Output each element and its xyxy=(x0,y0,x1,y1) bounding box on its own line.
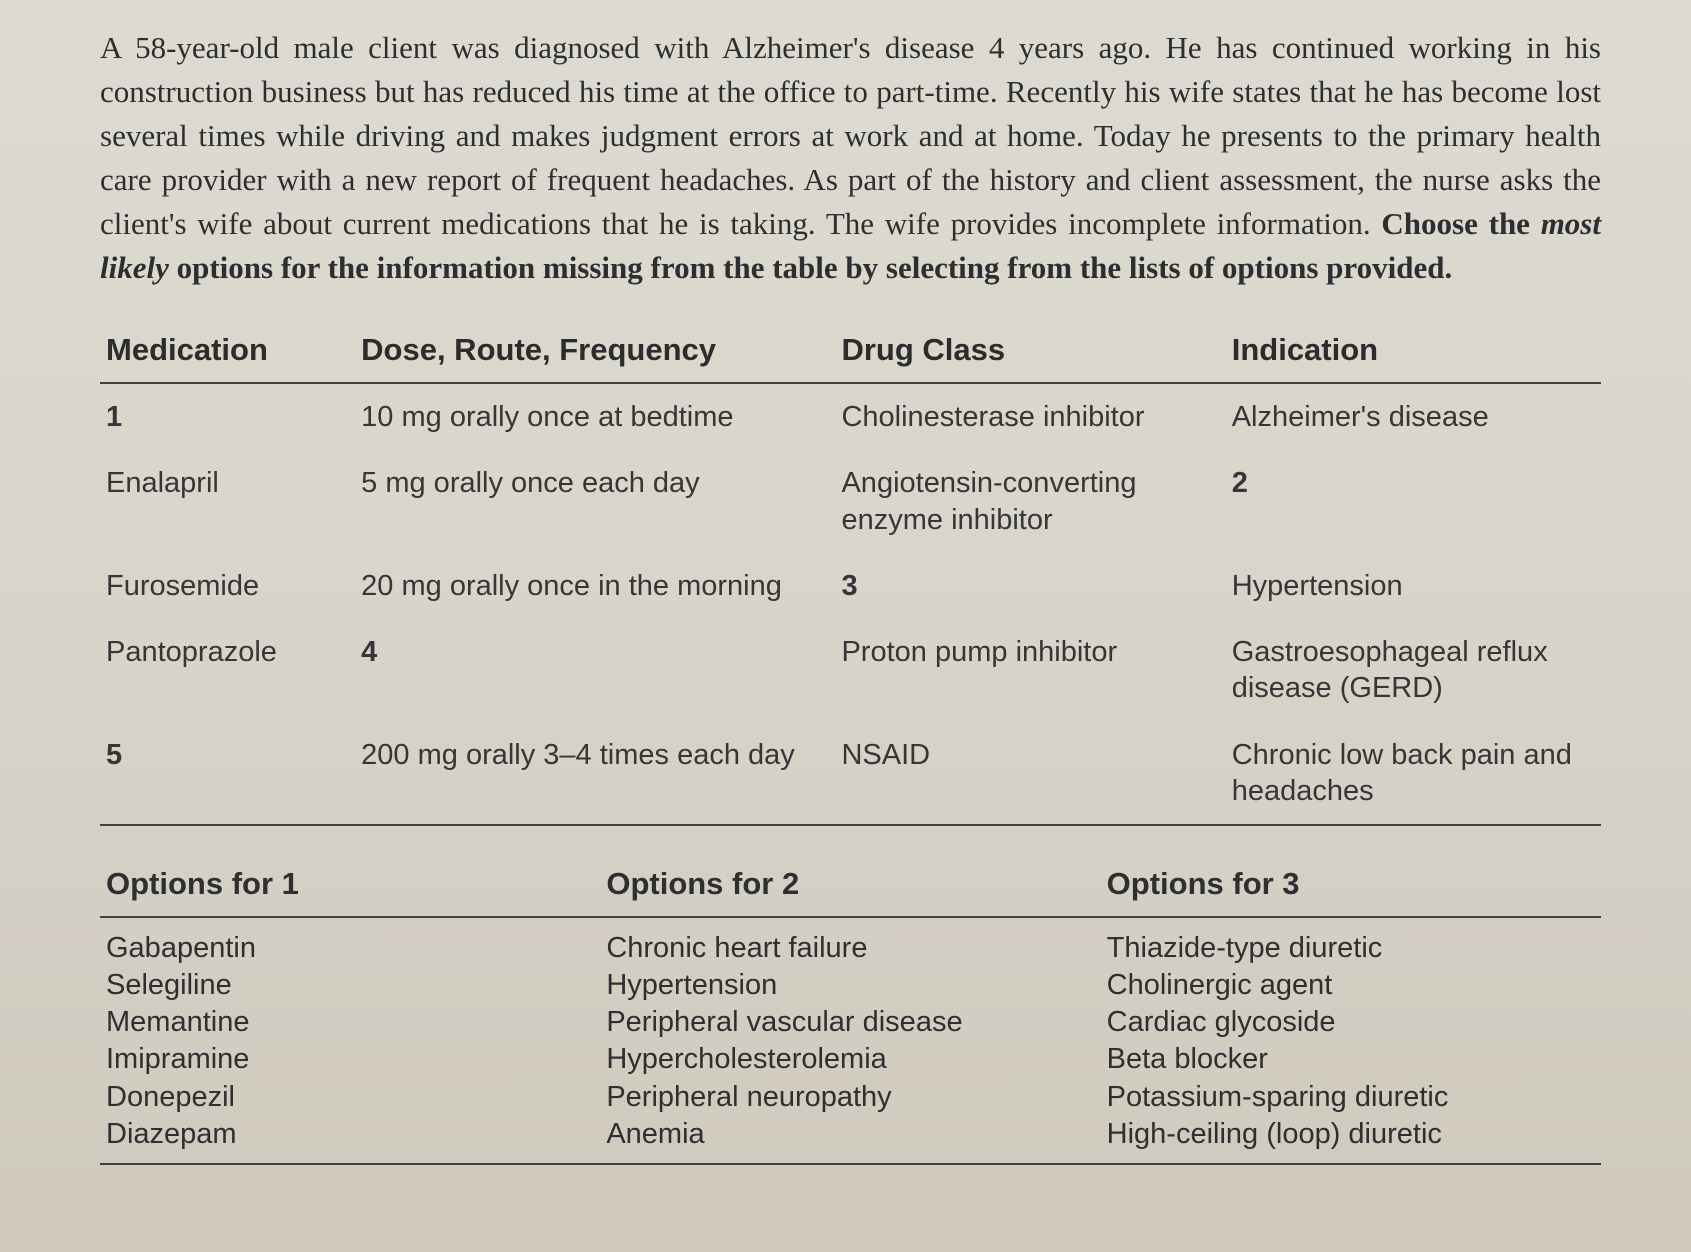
options-row: Gabapentin Selegiline Memantine Imiprami… xyxy=(100,917,1601,1164)
table-row: 1 10 mg orally once at bedtime Cholinest… xyxy=(100,383,1601,450)
blank-3: 3 xyxy=(841,570,857,602)
cell-dose: 10 mg orally once at bedtime xyxy=(355,383,835,450)
table-row: 5 200 mg orally 3–4 times each day NSAID… xyxy=(100,722,1601,826)
list-item: Beta blocker xyxy=(1107,1041,1591,1078)
cell-indication: Hypertension xyxy=(1226,553,1601,619)
list-item: Cardiac glycoside xyxy=(1107,1004,1591,1041)
scenario-paragraph: A 58-year-old male client was diagnosed … xyxy=(100,26,1601,290)
table-row: Enalapril 5 mg orally once each day Angi… xyxy=(100,450,1601,553)
header-options-1: Options for 1 xyxy=(100,856,600,917)
list-item: Memantine xyxy=(106,1004,590,1041)
list-item: Thiazide-type diuretic xyxy=(1107,930,1591,967)
cell-medication: Enalapril xyxy=(100,450,355,553)
blank-2: 2 xyxy=(1232,467,1248,499)
header-options-2: Options for 2 xyxy=(600,856,1100,917)
cell-dose: 5 mg orally once each day xyxy=(355,450,835,553)
cell-class: Proton pump inhibitor xyxy=(835,619,1225,722)
cell-indication: Alzheimer's disease xyxy=(1226,383,1601,450)
scenario-bold-tail: options for the information missing from… xyxy=(169,250,1452,285)
list-item: Chronic heart failure xyxy=(606,930,1090,967)
scenario-text: A 58-year-old male client was diagnosed … xyxy=(100,30,1601,241)
options-table: Options for 1 Options for 2 Options for … xyxy=(100,856,1601,1165)
header-dose: Dose, Route, Frequency xyxy=(355,318,835,383)
page: A 58-year-old male client was diagnosed … xyxy=(0,0,1691,1252)
list-item: Potassium-sparing diuretic xyxy=(1107,1079,1591,1116)
cell-medication: Furosemide xyxy=(100,553,355,619)
cell-indication: Chronic low back pain and headaches xyxy=(1226,722,1601,826)
header-drug-class: Drug Class xyxy=(835,318,1225,383)
table-row: Pantoprazole 4 Proton pump inhibitor Gas… xyxy=(100,619,1601,722)
list-item: Diazepam xyxy=(106,1116,590,1153)
cell-indication: Gastroesophageal reflux disease (GERD) xyxy=(1226,619,1601,722)
list-item: Anemia xyxy=(606,1116,1090,1153)
cell-dose: 200 mg orally 3–4 times each day xyxy=(355,722,835,826)
options-2-cell: Chronic heart failure Hypertension Perip… xyxy=(600,917,1100,1164)
list-item: Peripheral vascular disease xyxy=(606,1004,1090,1041)
list-item: Hypercholesterolemia xyxy=(606,1041,1090,1078)
options-1-cell: Gabapentin Selegiline Memantine Imiprami… xyxy=(100,917,600,1164)
cell-class: NSAID xyxy=(835,722,1225,826)
table-row: Furosemide 20 mg orally once in the morn… xyxy=(100,553,1601,619)
list-item: Imipramine xyxy=(106,1041,590,1078)
scenario-bold-lead: Choose the xyxy=(1381,206,1540,241)
cell-dose: 20 mg orally once in the morning xyxy=(355,553,835,619)
blank-5: 5 xyxy=(106,739,122,771)
header-indication: Indication xyxy=(1226,318,1601,383)
med-table-header-row: Medication Dose, Route, Frequency Drug C… xyxy=(100,318,1601,383)
blank-4: 4 xyxy=(361,636,377,668)
options-3-cell: Thiazide-type diuretic Cholinergic agent… xyxy=(1101,917,1601,1164)
options-header-row: Options for 1 Options for 2 Options for … xyxy=(100,856,1601,917)
header-medication: Medication xyxy=(100,318,355,383)
list-item: Selegiline xyxy=(106,967,590,1004)
list-item: Peripheral neuropathy xyxy=(606,1079,1090,1116)
list-item: Gabapentin xyxy=(106,930,590,967)
list-item: Donepezil xyxy=(106,1079,590,1116)
header-options-3: Options for 3 xyxy=(1101,856,1601,917)
medication-table: Medication Dose, Route, Frequency Drug C… xyxy=(100,318,1601,826)
list-item: Hypertension xyxy=(606,967,1090,1004)
list-item: High-ceiling (loop) diuretic xyxy=(1107,1116,1591,1153)
cell-medication: Pantoprazole xyxy=(100,619,355,722)
cell-class: Angiotensin-converting enzyme inhibitor xyxy=(835,450,1225,553)
cell-class: Cholinesterase inhibitor xyxy=(835,383,1225,450)
blank-1: 1 xyxy=(106,401,122,433)
list-item: Cholinergic agent xyxy=(1107,967,1591,1004)
